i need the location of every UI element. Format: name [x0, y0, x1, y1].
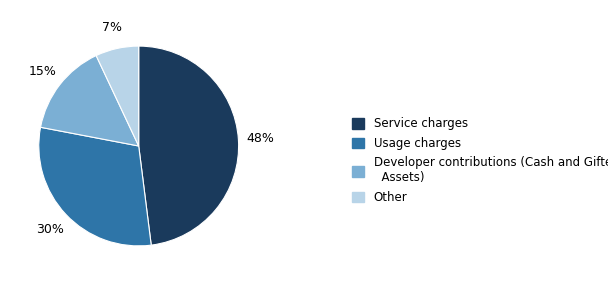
Text: 7%: 7%: [102, 20, 122, 34]
Text: 30%: 30%: [36, 223, 64, 236]
Wedge shape: [41, 55, 139, 146]
Legend: Service charges, Usage charges, Developer contributions (Cash and Gifted
  Asset: Service charges, Usage charges, Develope…: [353, 117, 608, 204]
Wedge shape: [39, 127, 151, 246]
Text: 15%: 15%: [29, 65, 57, 78]
Wedge shape: [139, 46, 238, 245]
Text: 48%: 48%: [246, 132, 274, 145]
Wedge shape: [96, 46, 139, 146]
